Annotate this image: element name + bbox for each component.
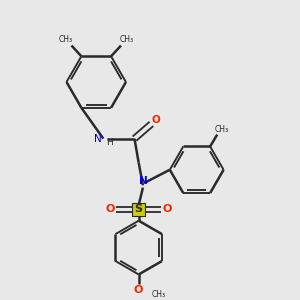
- Text: O: O: [162, 204, 172, 214]
- Text: CH₃: CH₃: [120, 35, 134, 44]
- Text: O: O: [134, 285, 143, 295]
- Text: O: O: [106, 204, 115, 214]
- Text: N: N: [94, 134, 102, 144]
- Text: CH₃: CH₃: [214, 125, 229, 134]
- Text: CH₃: CH₃: [152, 290, 166, 299]
- Text: O: O: [151, 115, 160, 125]
- Text: S: S: [135, 204, 143, 214]
- FancyBboxPatch shape: [132, 203, 146, 216]
- Text: N: N: [139, 176, 147, 186]
- Text: CH₃: CH₃: [59, 35, 73, 44]
- Text: H: H: [106, 137, 113, 146]
